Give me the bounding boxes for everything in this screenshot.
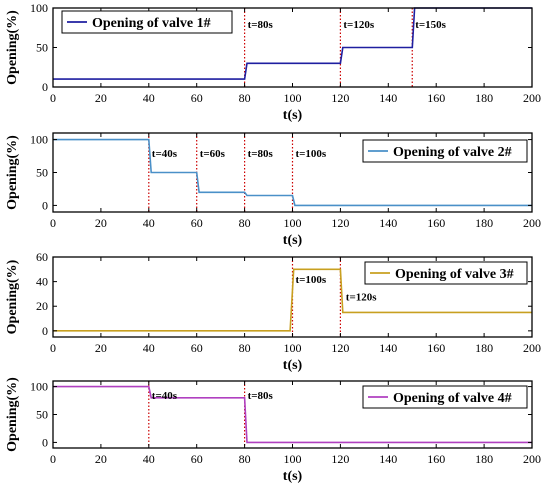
x-tick-label: 120	[331, 452, 349, 466]
annotation-label: t=80s	[248, 19, 274, 31]
annotation-label: t=100s	[296, 274, 327, 286]
x-tick-label: 200	[523, 341, 541, 355]
x-tick-label: 60	[191, 216, 203, 230]
x-tick-label: 160	[427, 341, 445, 355]
x-tick-label: 20	[95, 452, 107, 466]
legend-box	[362, 139, 528, 163]
x-tick-label: 100	[284, 91, 302, 105]
y-tick-label: 100	[30, 133, 48, 147]
y-tick-label: 100	[30, 1, 48, 15]
y-tick-label: 50	[36, 408, 48, 422]
chart-panel-1: 0 20 40 60 80 100 120 140 160 180 200 0 50 100 t(s) Ope…	[5, 1, 541, 123]
x-axis-label: t(s)	[283, 469, 303, 484]
x-tick-label: 20	[95, 91, 107, 105]
legend-label: Opening of valve 1#	[92, 16, 211, 31]
x-tick-label: 40	[143, 216, 155, 230]
y-axis-label: Opening(%)	[5, 377, 20, 452]
legend-label: Opening of valve 3#	[395, 267, 514, 282]
y-tick-label: 0	[42, 80, 48, 94]
x-tick-label: 60	[191, 91, 203, 105]
x-axis-label: t(s)	[283, 233, 303, 248]
y-tick-label: 0	[42, 324, 48, 338]
x-tick-label: 180	[475, 91, 493, 105]
annotation-label: t=120s	[343, 19, 374, 31]
x-tick-label: 160	[427, 91, 445, 105]
legend-box	[362, 385, 528, 409]
x-tick-label: 180	[475, 216, 493, 230]
series-line	[53, 138, 532, 207]
x-axis-label: t(s)	[283, 358, 303, 373]
y-tick-label: 100	[30, 380, 48, 394]
annotation-label: t=40s	[152, 390, 178, 402]
x-tick-label: 140	[379, 91, 397, 105]
x-tick-label: 180	[475, 341, 493, 355]
y-tick-label: 0	[42, 435, 48, 449]
x-tick-label: 120	[331, 341, 349, 355]
y-tick-label: 60	[36, 250, 48, 264]
x-tick-label: 60	[191, 452, 203, 466]
x-tick-label: 0	[50, 452, 56, 466]
series-line	[53, 268, 532, 332]
legend: Opening of valve 1#	[61, 10, 233, 34]
x-tick-label: 60	[191, 341, 203, 355]
x-tick-label: 100	[284, 216, 302, 230]
annotation-label: t=150s	[415, 19, 446, 31]
x-tick-label: 20	[95, 341, 107, 355]
annotation-label: t=40s	[152, 148, 178, 160]
x-tick-label: 40	[143, 91, 155, 105]
annotation-label: t=80s	[248, 148, 274, 160]
x-tick-label: 120	[331, 216, 349, 230]
series-line	[53, 385, 532, 444]
legend-box	[364, 261, 528, 285]
x-tick-label: 140	[379, 452, 397, 466]
annotation-label: t=80s	[248, 390, 274, 402]
x-axis-label: t(s)	[283, 108, 303, 123]
annotation-label: t=60s	[200, 148, 226, 160]
x-tick-label: 140	[379, 341, 397, 355]
x-tick-label: 80	[239, 91, 251, 105]
y-tick-label: 0	[42, 198, 48, 212]
y-tick-label: 40	[36, 275, 48, 289]
x-tick-label: 80	[239, 216, 251, 230]
chart-panels: 0 20 40 60 80 100 120 140 160 180 200050100t(s)Ope…	[5, 1, 541, 484]
x-tick-label: 200	[523, 452, 541, 466]
x-tick-label: 160	[427, 452, 445, 466]
y-tick-label: 50	[36, 41, 48, 55]
x-tick-label: 100	[284, 341, 302, 355]
x-tick-label: 120	[331, 91, 349, 105]
x-tick-label: 20	[95, 216, 107, 230]
x-tick-label: 40	[143, 452, 155, 466]
x-tick-label: 200	[523, 91, 541, 105]
x-tick-label: 80	[239, 452, 251, 466]
annotation-label: t=100s	[296, 148, 327, 160]
x-tick-label: 0	[50, 91, 56, 105]
legend-label: Opening of valve 4#	[393, 391, 512, 406]
legend-label: Opening of valve 2#	[393, 145, 512, 160]
y-axis-label: Opening(%)	[5, 135, 20, 210]
x-tick-label: 180	[475, 452, 493, 466]
chart-panel-4: 0 20 40 60 80 100 120 140 160 180 200 0 50 100 t(s) Ope…	[5, 377, 541, 484]
x-tick-label: 160	[427, 216, 445, 230]
legend: Opening of valve 3#	[364, 261, 528, 285]
legend: Opening of valve 2#	[362, 139, 528, 163]
x-tick-label: 40	[143, 341, 155, 355]
y-tick-label: 50	[36, 166, 48, 180]
legend-box	[61, 10, 233, 34]
y-axis-label: Opening(%)	[5, 259, 20, 334]
x-tick-label: 0	[50, 341, 56, 355]
chart-panel-3: 0 20 40 60 80 100 120 140 160 180 200 0 20 40 60 t(s) Op…	[5, 250, 541, 373]
x-tick-label: 100	[284, 452, 302, 466]
chart-panel-2: 0 20 40 60 80 100 120 140 160 180 200 0 50 100 t(s) Ope…	[5, 132, 541, 248]
y-axis-label: Opening(%)	[5, 10, 20, 85]
x-tick-label: 0	[50, 216, 56, 230]
annotation-label: t=120s	[346, 291, 377, 303]
y-tick-label: 20	[36, 299, 48, 313]
x-tick-label: 140	[379, 216, 397, 230]
legend: Opening of valve 4#	[362, 385, 528, 409]
x-tick-label: 80	[239, 341, 251, 355]
series-line	[53, 7, 532, 80]
x-tick-label: 200	[523, 216, 541, 230]
